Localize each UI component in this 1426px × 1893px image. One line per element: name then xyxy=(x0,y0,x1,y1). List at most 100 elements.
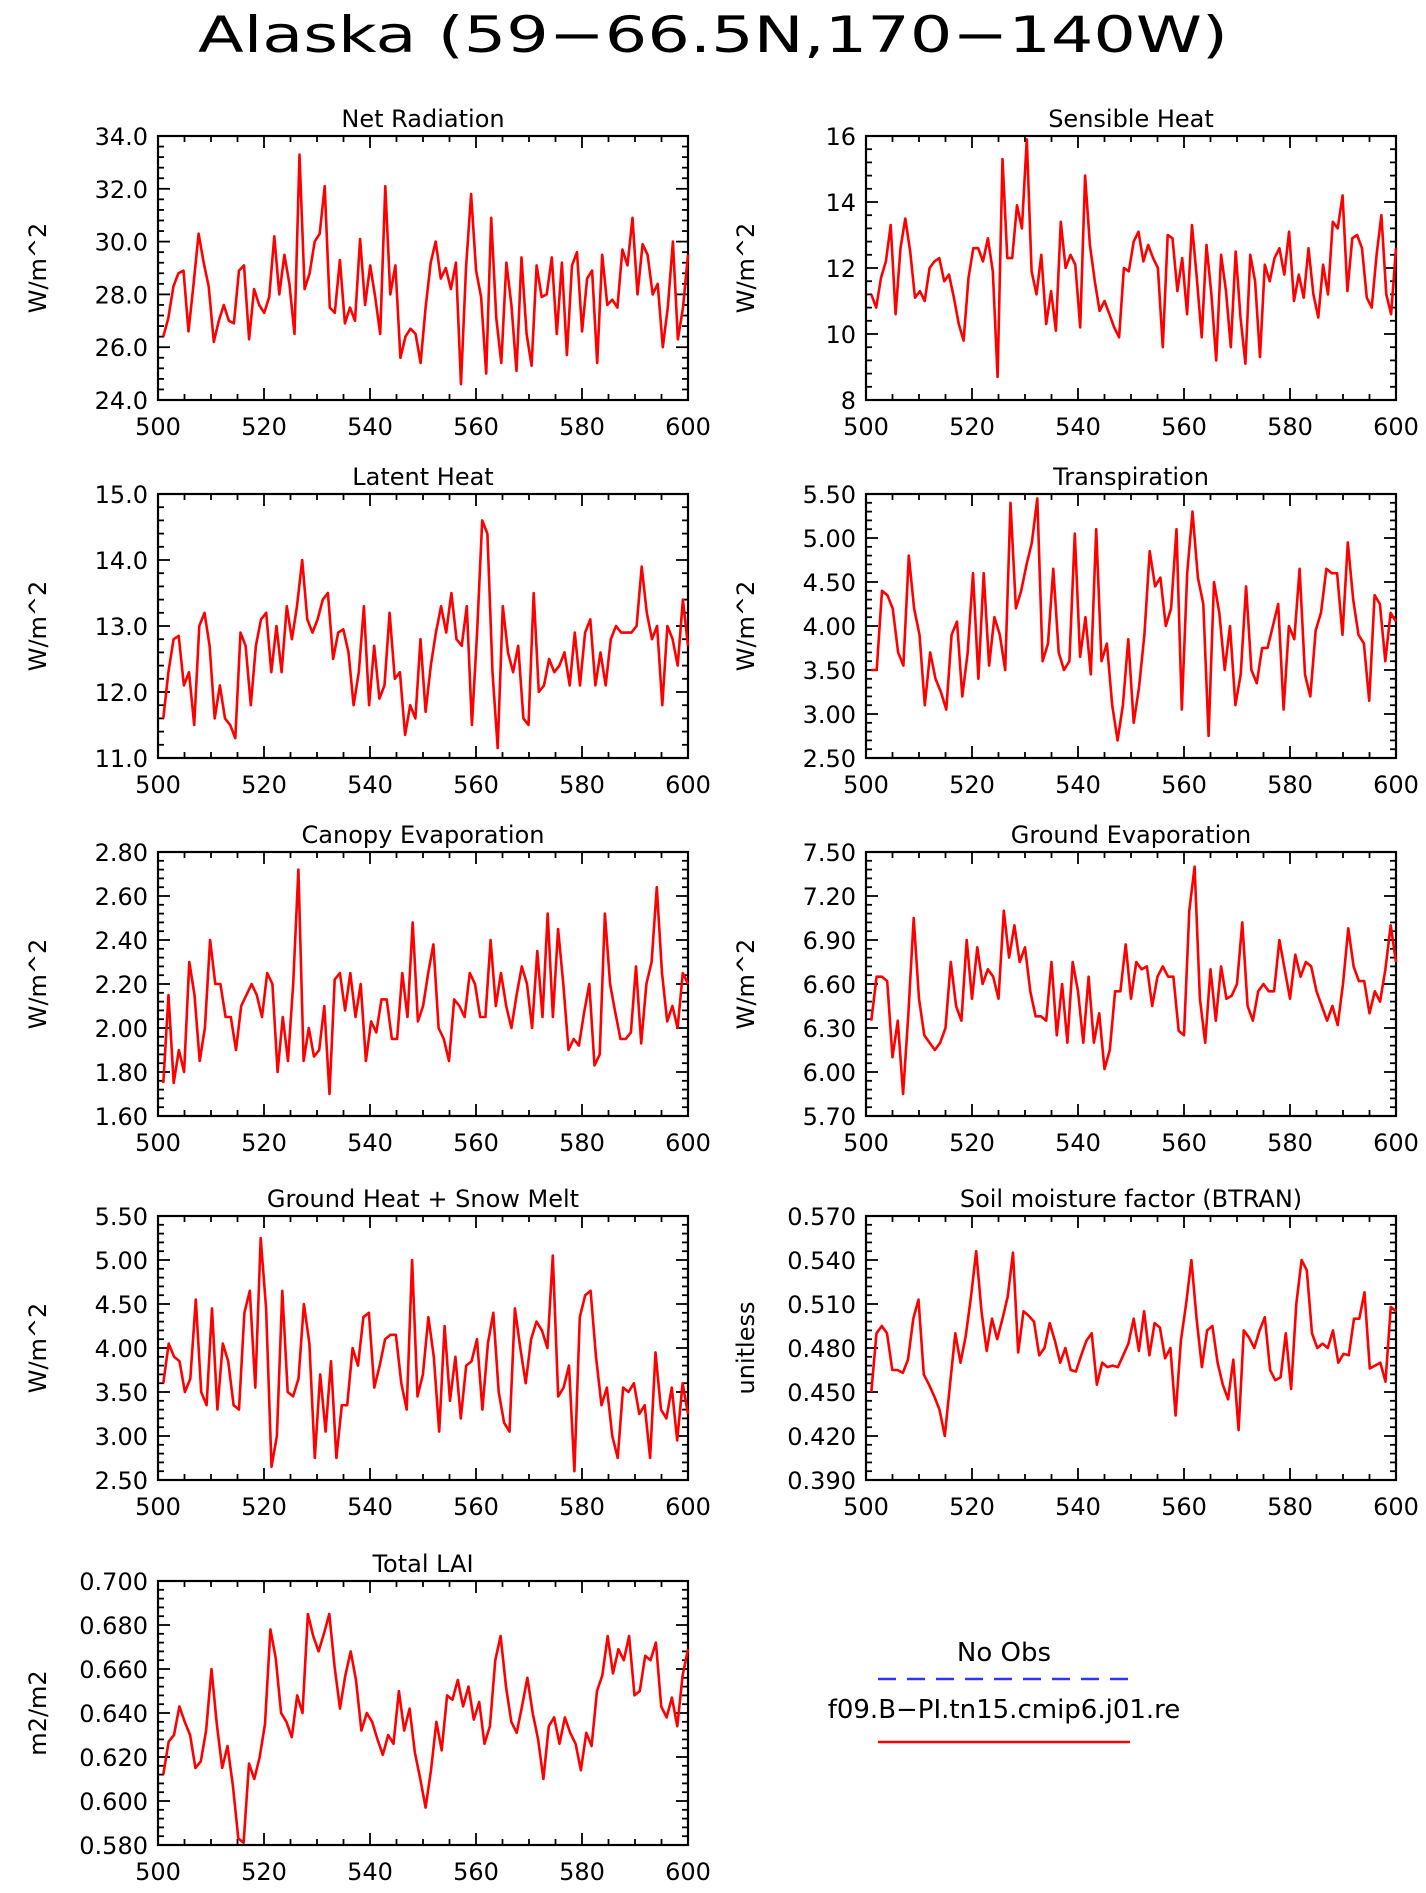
x-tick-label: 500 xyxy=(843,413,889,441)
x-tick-label: 600 xyxy=(1373,1493,1419,1521)
panel-canopy-evaporation: 500 520 540 560 580 600 1.60 1.80 2.00 2.20 2.40 2.… xyxy=(24,821,711,1157)
y-tick-label: 28.0 xyxy=(95,281,148,309)
y-tick-label: 0.660 xyxy=(79,1656,148,1684)
x-tick-label: 540 xyxy=(1055,413,1101,441)
y-tick-label: 2.50 xyxy=(803,745,856,773)
y-tick-label: 0.680 xyxy=(79,1612,148,1640)
legend-label-model: f09.B−PI.tn15.cmip6.j01.re xyxy=(828,1695,1181,1725)
panel-net-radiation: 500 520 540 560 580 600 24.0 26.0 28.0 30.0 32.0 34… xyxy=(24,105,711,441)
panel-ground-evaporation: 500 520 540 560 580 600 5.70 6.00 6.30 6.60 6.90 7.… xyxy=(732,821,1419,1157)
x-tick-label: 560 xyxy=(1161,1129,1207,1157)
panel-title: Latent Heat xyxy=(352,463,493,491)
y-axis-label: W/m^2 xyxy=(24,581,52,672)
x-tick-label: 600 xyxy=(665,1493,711,1521)
x-tick-label: 560 xyxy=(453,1493,499,1521)
x-tick-label: 500 xyxy=(843,1129,889,1157)
y-tick-label: 0.420 xyxy=(787,1423,856,1451)
series-line xyxy=(162,1612,690,1845)
plot-frame xyxy=(156,1579,690,1847)
x-tick-label: 580 xyxy=(1267,1129,1313,1157)
y-axis-label: W/m^2 xyxy=(24,1303,52,1394)
legend-label-no-obs: No Obs xyxy=(957,1638,1051,1668)
y-tick-label: 24.0 xyxy=(95,387,148,415)
y-tick-label: 2.20 xyxy=(95,971,148,999)
y-tick-label: 3.50 xyxy=(803,657,856,685)
y-tick-label: 0.620 xyxy=(79,1744,148,1772)
x-tick-label: 520 xyxy=(241,413,287,441)
y-tick-label: 6.00 xyxy=(803,1059,856,1087)
series-line xyxy=(162,868,690,1096)
y-axis-label: unitless xyxy=(732,1302,760,1395)
y-tick-label: 26.0 xyxy=(95,334,148,362)
y-tick-label: 0.480 xyxy=(787,1335,856,1363)
y-tick-label: 6.90 xyxy=(803,927,856,955)
y-tick-label: 7.50 xyxy=(803,839,856,867)
y-tick-label: 5.50 xyxy=(803,481,856,509)
y-axis-label: W/m^2 xyxy=(732,939,760,1030)
panels-container: 500 520 540 560 580 600 24.0 26.0 28.0 30.0 32.0 34… xyxy=(24,105,1419,1886)
x-tick-label: 580 xyxy=(1267,771,1313,799)
x-tick-label: 520 xyxy=(949,771,995,799)
x-tick-label: 520 xyxy=(949,413,995,441)
x-tick-label: 540 xyxy=(347,771,393,799)
y-tick-label: 1.80 xyxy=(95,1059,148,1087)
x-tick-label: 560 xyxy=(1161,771,1207,799)
x-tick-label: 500 xyxy=(135,413,181,441)
y-tick-label: 10 xyxy=(825,321,856,349)
y-tick-label: 2.50 xyxy=(95,1467,148,1495)
y-tick-label: 2.40 xyxy=(95,927,148,955)
y-tick-label: 3.50 xyxy=(95,1379,148,1407)
x-tick-label: 580 xyxy=(559,1493,605,1521)
panel-transpiration: 500 520 540 560 580 600 2.50 3.00 3.50 4.00 4.50 5.… xyxy=(732,463,1419,799)
y-tick-label: 5.70 xyxy=(803,1103,856,1131)
series-line xyxy=(162,519,690,750)
panel-ground-heat-snow-melt: 500 520 540 560 580 600 2.50 3.00 3.50 4.00 4.50 5.… xyxy=(24,1185,711,1521)
y-tick-label: 5.00 xyxy=(95,1247,148,1275)
panel-title: Ground Evaporation xyxy=(1011,821,1251,849)
x-tick-label: 580 xyxy=(559,1858,605,1886)
y-axis-label: W/m^2 xyxy=(732,581,760,672)
series-line xyxy=(870,865,1398,1096)
y-tick-label: 30.0 xyxy=(95,229,148,257)
y-tick-label: 0.580 xyxy=(79,1832,148,1860)
x-tick-label: 540 xyxy=(1055,1493,1101,1521)
y-tick-label: 4.00 xyxy=(803,613,856,641)
y-tick-label: 7.20 xyxy=(803,883,856,911)
panel-latent-heat: 500 520 540 560 580 600 11.0 12.0 13.0 14.0 15.0 La… xyxy=(24,463,711,799)
y-tick-label: 4.50 xyxy=(803,569,856,597)
plot-frame xyxy=(156,134,690,402)
y-tick-label: 4.00 xyxy=(95,1335,148,1363)
x-tick-label: 580 xyxy=(559,771,605,799)
panel-title: Total LAI xyxy=(371,1550,473,1578)
y-tick-label: 2.80 xyxy=(95,839,148,867)
x-tick-label: 540 xyxy=(1055,1129,1101,1157)
y-tick-label: 5.50 xyxy=(95,1203,148,1231)
y-tick-label: 5.00 xyxy=(803,525,856,553)
y-tick-label: 6.60 xyxy=(803,971,856,999)
y-tick-label: 0.390 xyxy=(787,1467,856,1495)
y-tick-label: 2.60 xyxy=(95,883,148,911)
y-tick-label: 1.60 xyxy=(95,1103,148,1131)
y-tick-label: 3.00 xyxy=(95,1423,148,1451)
x-tick-label: 600 xyxy=(1373,1129,1419,1157)
y-tick-label: 0.510 xyxy=(787,1291,856,1319)
panel-sensible-heat: 500 520 540 560 580 600 8 10 12 14 16 Sensible Heat… xyxy=(732,105,1419,441)
panel-title: Ground Heat + Snow Melt xyxy=(267,1185,579,1213)
y-tick-label: 2.00 xyxy=(95,1015,148,1043)
x-tick-label: 580 xyxy=(559,1129,605,1157)
x-tick-label: 600 xyxy=(665,1858,711,1886)
y-tick-label: 11.0 xyxy=(95,745,148,773)
x-tick-label: 560 xyxy=(453,1129,499,1157)
y-tick-label: 4.50 xyxy=(95,1291,148,1319)
y-tick-label: 14 xyxy=(825,189,856,217)
x-tick-label: 560 xyxy=(1161,413,1207,441)
y-axis-label: m2/m2 xyxy=(24,1670,52,1755)
x-tick-label: 580 xyxy=(1267,413,1313,441)
x-tick-label: 600 xyxy=(1373,771,1419,799)
y-tick-label: 12.0 xyxy=(95,679,148,707)
y-tick-label: 6.30 xyxy=(803,1015,856,1043)
y-tick-label: 0.540 xyxy=(787,1247,856,1275)
x-tick-label: 540 xyxy=(347,1858,393,1886)
series-line xyxy=(871,497,1398,742)
